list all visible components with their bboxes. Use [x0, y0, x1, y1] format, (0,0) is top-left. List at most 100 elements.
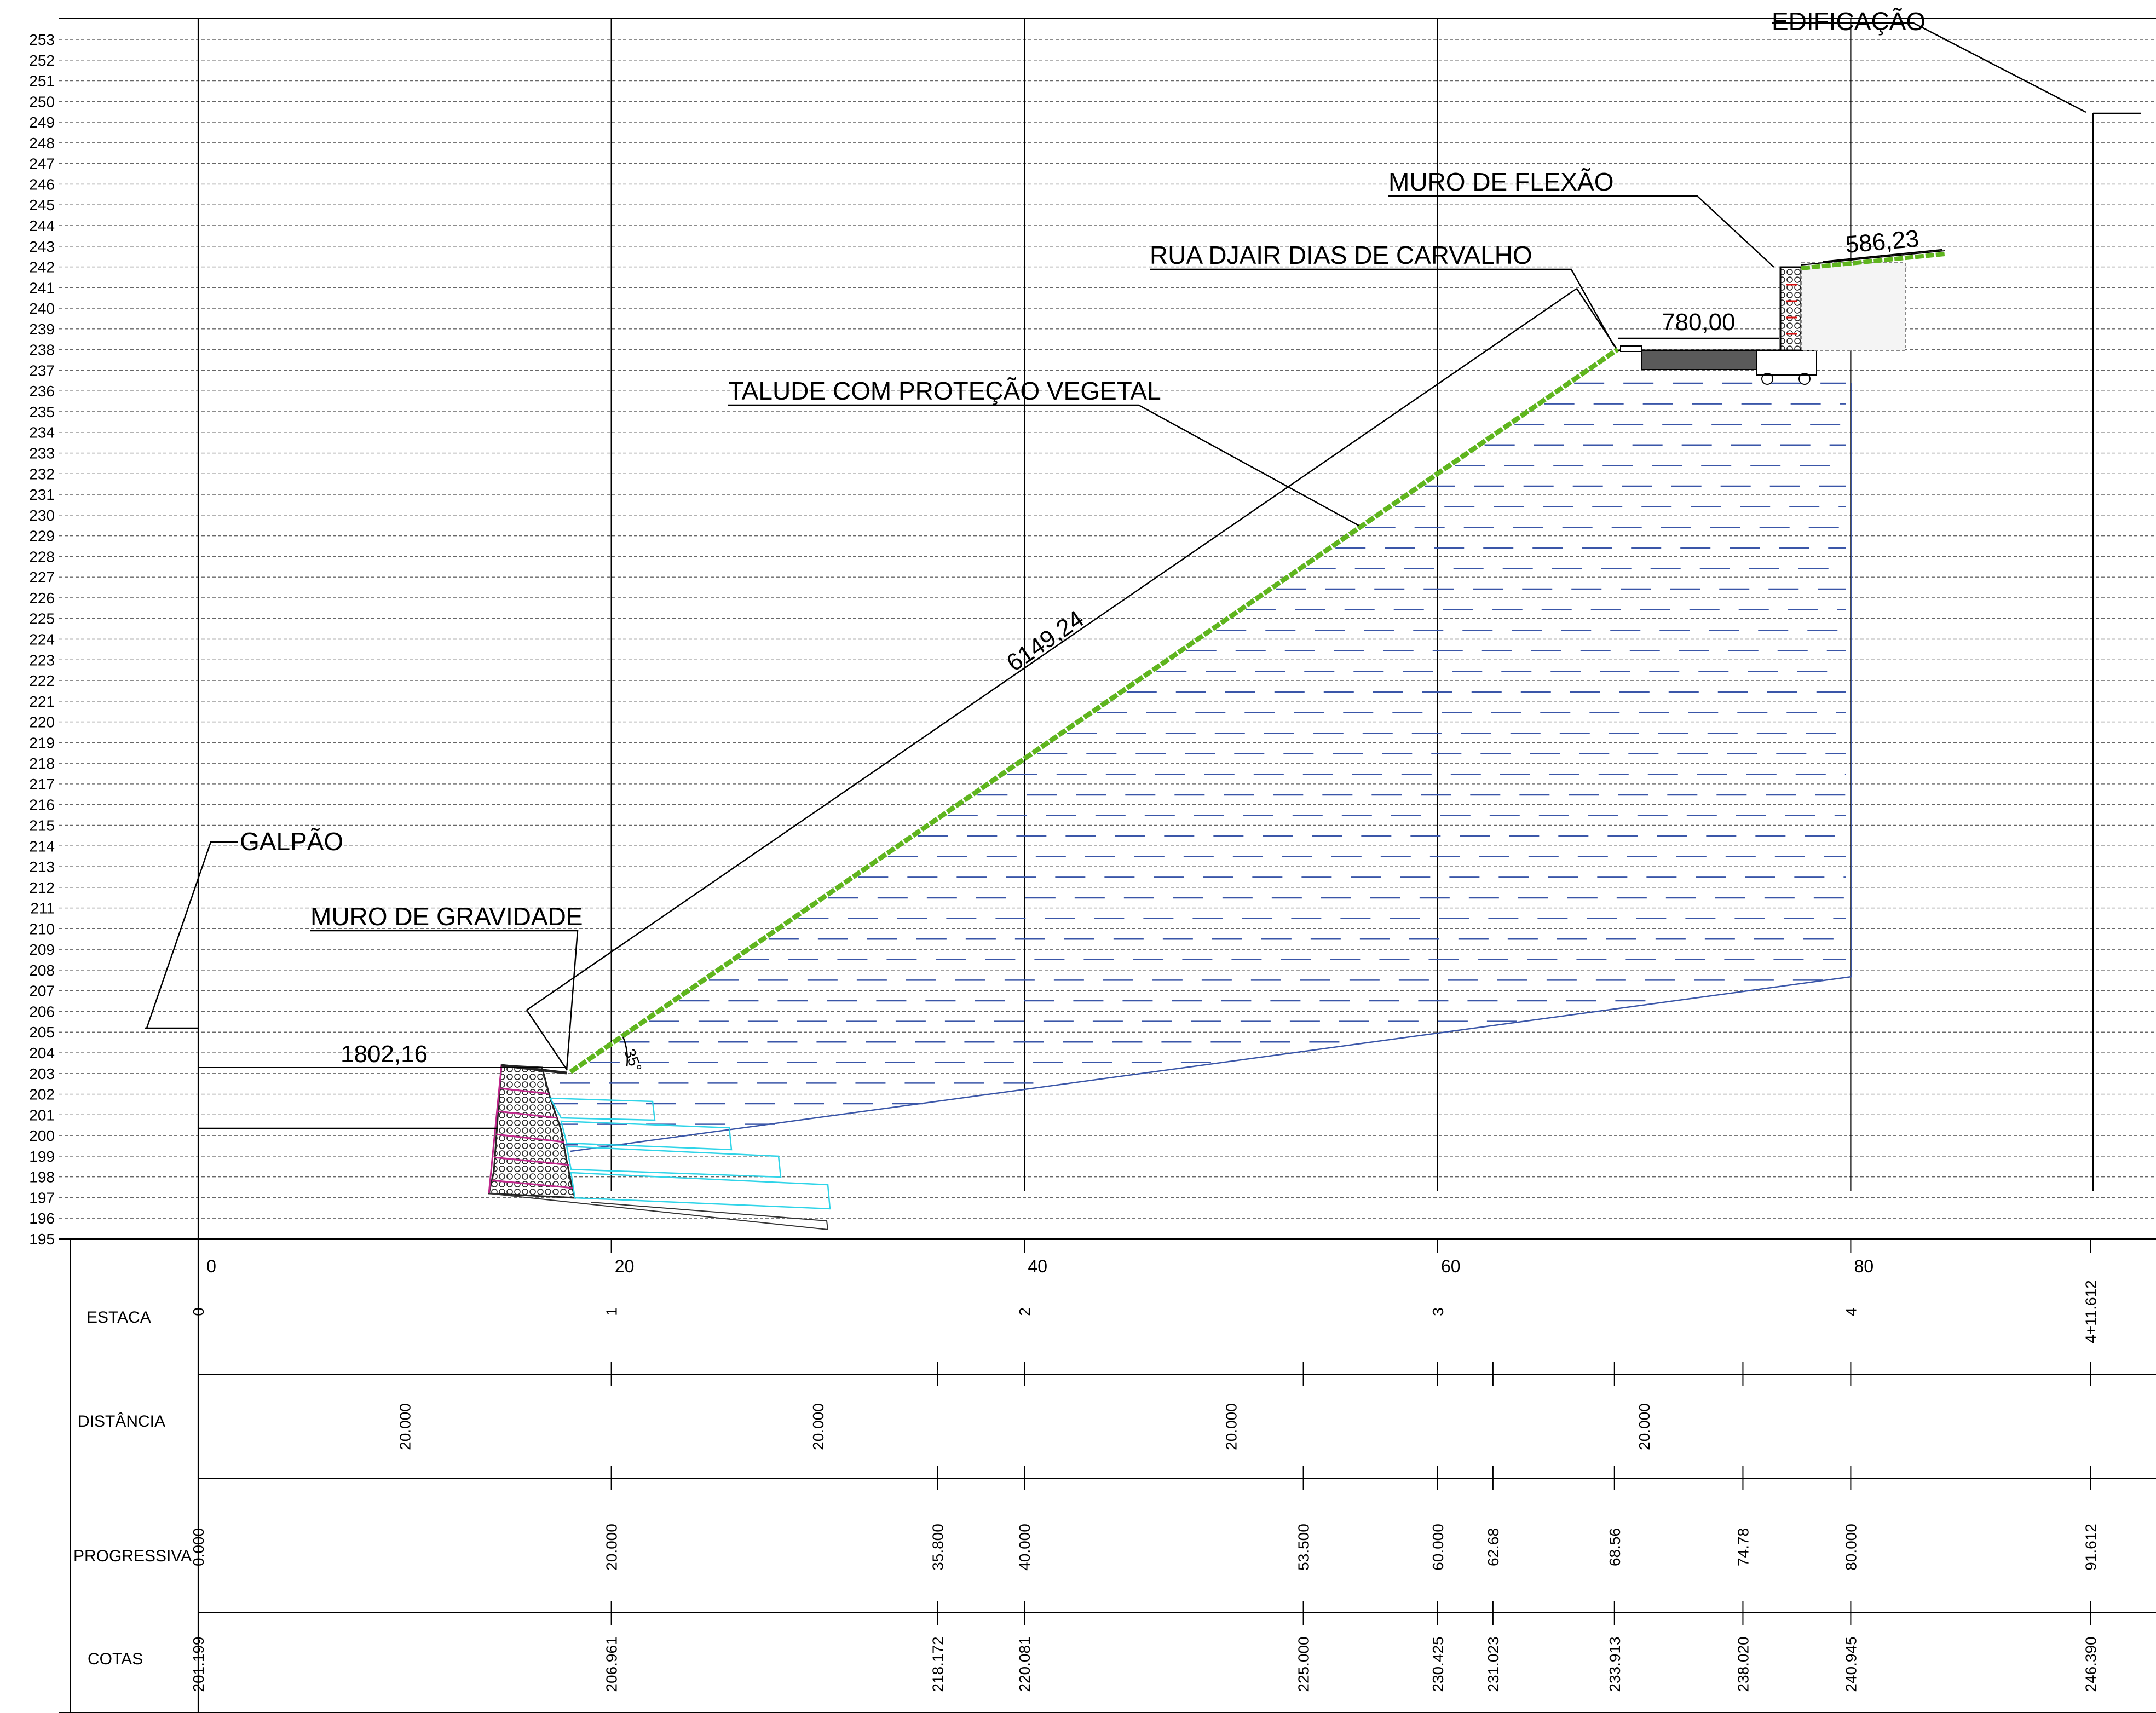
elevation-label: 237 [29, 362, 55, 379]
estaca-value: 4+11.612 [2083, 1280, 2100, 1343]
cotas-value: 240.945 [1842, 1636, 1859, 1692]
dimension-1802: 1802,16 [341, 1041, 428, 1068]
rua-label: RUA DJAIR DIAS DE CARVALHO [1150, 241, 1532, 269]
gravity-wall-top [501, 1064, 567, 1075]
station-header-label: 0 [206, 1256, 216, 1276]
cotas-value: 201.199 [190, 1636, 207, 1692]
gravity-wall-base-hatch [488, 1193, 829, 1231]
table-ticks [198, 1239, 2091, 1625]
elevation-label: 208 [29, 962, 55, 979]
elevation-label: 224 [29, 631, 55, 648]
estaca-value: 1 [603, 1307, 620, 1316]
elevation-label: 233 [29, 445, 55, 462]
elevation-label: 196 [29, 1210, 55, 1227]
road-and-flexion-wall [1618, 250, 1945, 385]
elevation-label: 249 [29, 114, 55, 131]
elevation-label: 203 [29, 1065, 55, 1082]
progressiva-value: 74.78 [1734, 1528, 1751, 1566]
muro-gravidade-leader [310, 930, 579, 1071]
elevation-label: 247 [29, 155, 55, 172]
elevation-label: 212 [29, 879, 55, 896]
angle-arc [622, 1036, 629, 1067]
elevation-label: 202 [29, 1086, 55, 1103]
edificacao-label: EDIFICAÇÃO [1772, 7, 1926, 36]
estaca-value: 0 [190, 1307, 207, 1316]
cotas-value: 246.390 [2083, 1636, 2100, 1692]
estaca-value: 3 [1429, 1307, 1446, 1316]
flexion-wall-stem [1779, 266, 1802, 351]
elevation-label: 226 [29, 590, 55, 607]
elevation-label: 241 [29, 279, 55, 296]
elevation-label: 214 [29, 838, 55, 855]
muro-flexao-label: MURO DE FLEXÃO [1388, 168, 1614, 196]
elevation-label: 220 [29, 714, 55, 731]
elevation-label: 219 [29, 734, 55, 751]
elevation-label: 229 [29, 528, 55, 545]
elevation-label: 240 [29, 300, 55, 317]
elevation-label: 211 [30, 900, 55, 917]
backfill-behind-wall [1801, 262, 1906, 351]
elevation-label: 201 [29, 1106, 55, 1123]
elevation-label: 195 [29, 1231, 55, 1248]
muro-flexao-leader [1388, 195, 1774, 268]
progressiva-value: 62.68 [1485, 1528, 1502, 1566]
progressiva-value: 60.000 [1429, 1524, 1446, 1571]
elevation-label: 215 [29, 817, 55, 834]
distancia-value: 20.000 [1223, 1403, 1240, 1450]
elevation-label: 225 [29, 610, 55, 627]
vegetated-slope-line [569, 347, 1619, 1074]
progressiva-value: 20.000 [603, 1524, 620, 1571]
progressiva-value: 91.612 [2083, 1524, 2100, 1571]
slope-dimension-ext-top [1576, 288, 1617, 349]
progressiva-value: 0.000 [190, 1528, 207, 1566]
elevation-label: 206 [29, 1003, 55, 1020]
progressiva-value: 68.56 [1606, 1528, 1623, 1566]
station-header-label: 40 [1028, 1256, 1047, 1276]
elevation-label: 234 [29, 424, 55, 441]
elevation-label: 239 [29, 321, 55, 338]
footing-pile-right [1798, 373, 1811, 385]
elevation-label: 244 [29, 217, 55, 234]
elevation-label: 210 [29, 920, 55, 937]
distancia-value: 20.000 [810, 1403, 827, 1450]
cotas-value: 206.961 [603, 1636, 620, 1692]
upper-dimension-line [1823, 249, 1943, 263]
elevation-label: 209 [29, 941, 55, 958]
elevation-label: 231 [29, 486, 55, 503]
elevation-label: 248 [29, 135, 55, 152]
elevation-label: 207 [29, 983, 55, 1000]
elevation-label: 200 [29, 1127, 55, 1144]
distancia-value: 20.000 [1636, 1403, 1653, 1450]
elevation-label: 222 [29, 672, 55, 689]
elevation-label: 236 [29, 383, 55, 400]
elevation-label: 238 [29, 342, 55, 359]
dimension-and-leader-lines [145, 22, 2141, 1191]
elevation-label: 251 [29, 73, 55, 90]
angle-label: 35° [621, 1046, 645, 1074]
rua-leader [1150, 268, 1615, 347]
elevation-label: 197 [29, 1189, 55, 1206]
galpao-leader [146, 841, 238, 1029]
cotas-value: 225.000 [1295, 1636, 1312, 1692]
elevation-label: 216 [29, 797, 55, 814]
elevation-axis-labels: 195 196 197 198 199 200 201 202 203 204 205 206 207 2… [29, 31, 55, 1248]
station-header-label: 20 [615, 1256, 635, 1276]
elevation-label: 204 [29, 1045, 55, 1062]
elevation-label: 199 [29, 1148, 55, 1165]
table-values: 0 1 2 3 4 4+11.612 20.000 20.000 20.000 20.000 0.0… [190, 1280, 2100, 1692]
cotas-value: 233.913 [1606, 1636, 1623, 1692]
distancia-value: 20.000 [396, 1403, 413, 1450]
slope-dimension-ext-bottom [526, 1010, 568, 1071]
edificacao-leader [1772, 22, 2086, 113]
elevation-label: 221 [29, 693, 55, 710]
progressiva-value: 53.500 [1295, 1524, 1312, 1571]
station-lines: 0 20 40 60 80 [197, 19, 1873, 1713]
galpao-label: GALPÃO [240, 827, 343, 856]
footing-pile-left [1761, 373, 1773, 385]
gabion-layer-lines [488, 1065, 573, 1194]
elevation-label: 235 [29, 403, 55, 420]
talude-leader [728, 404, 1359, 527]
dimension-780: 780,00 [1662, 309, 1736, 336]
progressiva-value: 40.000 [1016, 1524, 1033, 1571]
profile-table [59, 1239, 2156, 1613]
